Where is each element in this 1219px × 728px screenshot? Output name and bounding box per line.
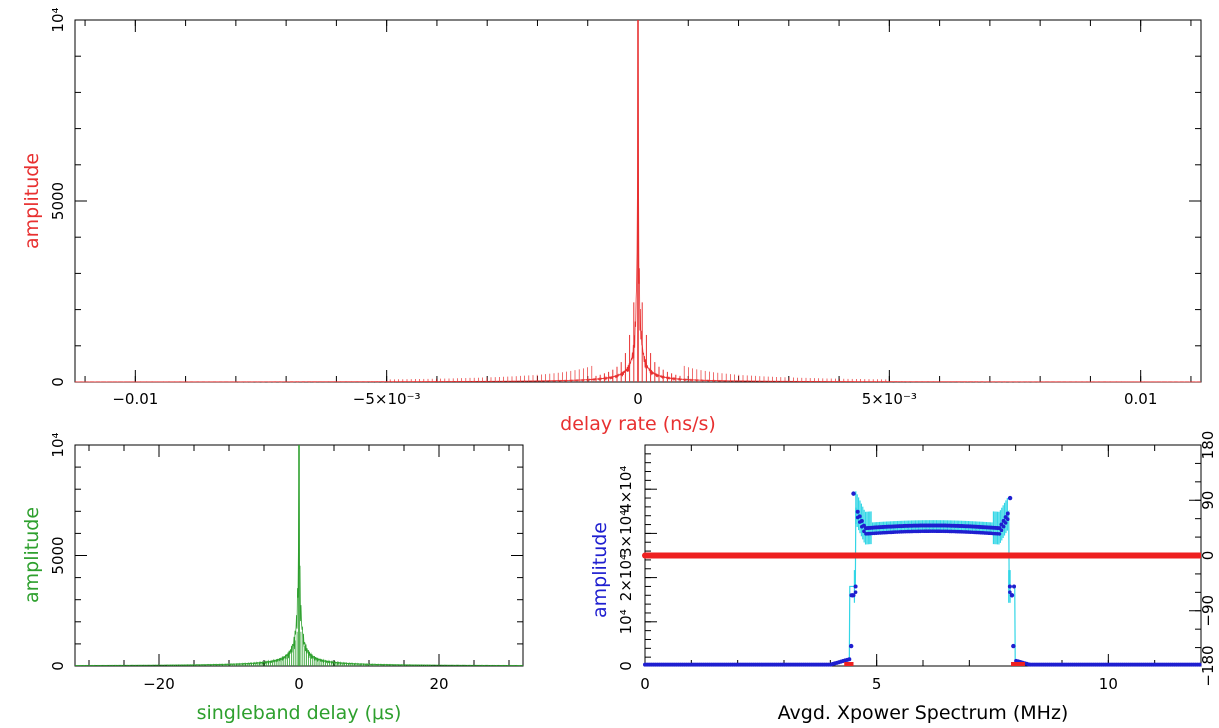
- amplitude-outlier: [1007, 495, 1013, 501]
- xpower-spectrum-xlabel: Avgd. Xpower Spectrum (MHz): [778, 702, 1069, 724]
- y-tick-label: 0: [617, 661, 635, 671]
- amplitude-point: [862, 529, 866, 534]
- y-tick-label: 0: [49, 377, 67, 387]
- amplitude-point: [853, 590, 858, 594]
- x-tick-label: −20: [143, 675, 175, 693]
- singleband-delay-panel: −20 0 20 0 5000 10⁴ singleband delay (μs) amp…: [21, 432, 524, 724]
- x-tick-label: 0: [633, 390, 643, 408]
- xpower-spectrum-ylabel: amplitude: [589, 522, 611, 618]
- y-tick-label: 5000: [49, 182, 67, 220]
- delay-rate-ylabel: amplitude: [21, 153, 43, 249]
- delay-rate-xlabel: delay rate (ns/s): [560, 413, 716, 435]
- amplitude-point: [1001, 524, 1006, 529]
- y-tick-label: 5000: [49, 536, 67, 574]
- phase-point: [1194, 552, 1201, 559]
- y-tick-label: 2×10⁴: [617, 554, 635, 601]
- phase-tick-label: −180: [1199, 645, 1217, 686]
- amplitude-point: [999, 528, 1004, 533]
- phase-tick-label: −90: [1199, 595, 1217, 627]
- x-tick-label: 10: [1099, 675, 1118, 693]
- x-tick-label: 5×10⁻³: [862, 390, 917, 408]
- amplitude-point: [855, 509, 860, 514]
- amplitude-point: [857, 514, 862, 519]
- amplitude-point: [1012, 584, 1017, 589]
- phase-tick-label: 0: [1199, 551, 1217, 561]
- x-tick-label: −5×10⁻³: [353, 390, 421, 408]
- x-tick-label: 0.01: [1124, 390, 1157, 408]
- amplitude-point: [1197, 662, 1202, 667]
- y-tick-label: 10⁴: [49, 432, 67, 457]
- delay-rate-panel: −0.01 −5×10⁻³ 0 5×10⁻³ 0.01 0 5000 10⁴ delay ra…: [21, 7, 1202, 435]
- singleband-delay-ylabel: amplitude: [21, 507, 43, 603]
- phase-tick-label: 180: [1199, 431, 1217, 460]
- amplitude-point: [1005, 511, 1010, 516]
- band-edge-marker: [844, 662, 854, 666]
- x-tick-label: 0: [294, 675, 304, 693]
- amplitude-point: [997, 532, 1002, 536]
- amplitude-point: [853, 584, 858, 589]
- amplitude-outlier: [1011, 643, 1016, 649]
- x-tick-label: 5: [872, 675, 882, 693]
- amplitude-outlier: [851, 491, 856, 496]
- x-tick-label: 0: [640, 675, 650, 693]
- amplitude-outlier: [1009, 593, 1015, 598]
- y-tick-label: 0: [49, 661, 67, 671]
- singleband-delay-xlabel: singleband delay (μs): [197, 702, 402, 724]
- amplitude-point: [847, 657, 852, 662]
- amplitude-point: [1005, 517, 1010, 522]
- amplitude-point: [1007, 584, 1012, 589]
- amplitude-point: [1003, 521, 1008, 525]
- x-tick-label: 20: [429, 675, 448, 693]
- amplitude-outlier: [848, 643, 854, 649]
- x-tick-label: −0.01: [112, 390, 158, 408]
- amplitude-point: [859, 518, 864, 523]
- y-tick-label: 3×10⁴: [617, 510, 635, 557]
- band-edge-marker: [1011, 662, 1025, 666]
- amplitude-point: [1008, 590, 1012, 594]
- amplitude-outlier: [850, 593, 855, 598]
- phase-tick-label: 90: [1199, 491, 1217, 510]
- y-tick-label: 4×10⁴: [617, 466, 635, 513]
- y-tick-label: 10⁴: [617, 609, 635, 634]
- y-tick-label: 10⁴: [49, 7, 67, 32]
